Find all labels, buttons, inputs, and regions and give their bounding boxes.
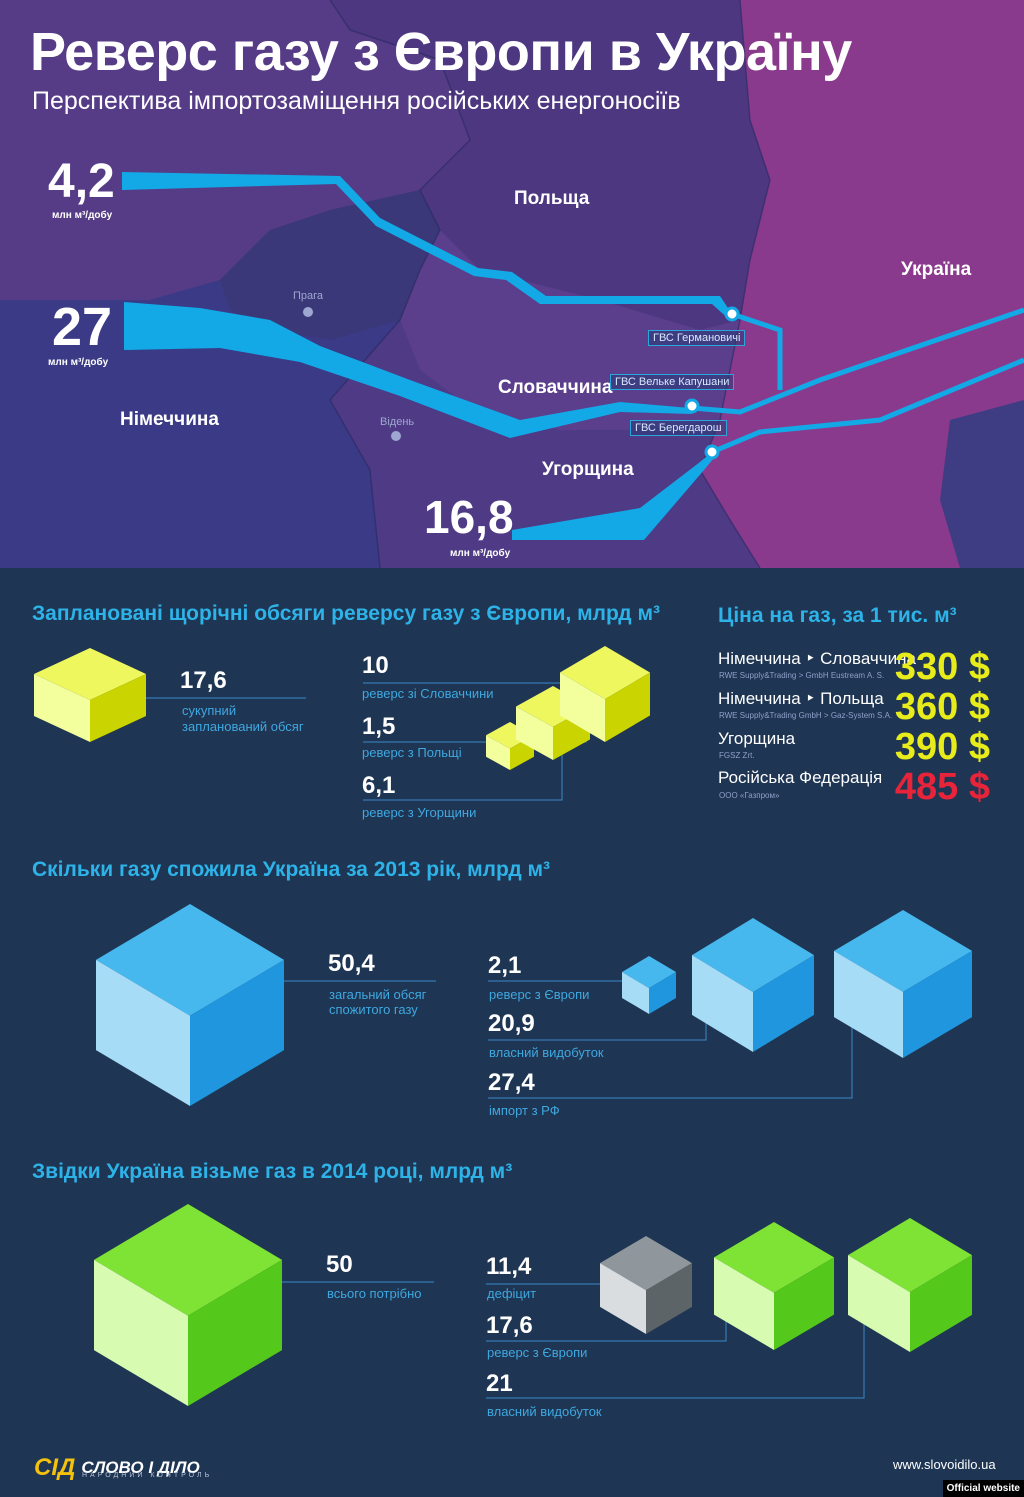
sources2014-deficit-value: 11,4 [486, 1253, 532, 1280]
map-graphic [0, 0, 1024, 568]
flow-unit-hungary: млн м³/добу [450, 548, 511, 559]
cube-consumed-domestic [692, 918, 814, 1052]
country-label-poland: Польща [514, 188, 590, 209]
consumed-domestic-value: 20,9 [488, 1010, 535, 1037]
price-row-4-value: 485 $ [894, 766, 990, 808]
hub-marker-velke-kapusany [684, 398, 700, 414]
consumed-russia-value: 27,4 [488, 1069, 535, 1096]
consumed-total-value: 50,4 [328, 950, 375, 977]
planned-hungary-caption: реверс з Угорщини [362, 805, 477, 820]
consumed-total-caption-2: спожитого газу [329, 1002, 418, 1017]
logo-mark: СІД [34, 1454, 76, 1481]
flow-value-poland: 4,2 [48, 155, 115, 208]
price-row-4-sub: ООО «Газпром» [719, 791, 780, 800]
cube-planned-slovakia [560, 646, 650, 742]
official-website-badge: Official website [942, 1480, 1024, 1497]
cube-consumed-russia [834, 910, 972, 1058]
price-section-title: Ціна на газ, за 1 тис. м³ [718, 604, 957, 627]
city-label-prague: Прага [293, 290, 324, 302]
cube-2014-total [94, 1204, 282, 1406]
price-row-1-value: 330 $ [894, 646, 990, 688]
hub-marker-hermanowice [724, 306, 740, 322]
price-row-2-value: 360 $ [894, 686, 990, 728]
planned-section-title: Заплановані щорічні обсяги реверсу газу … [32, 602, 661, 625]
consumed-domestic-caption: власний видобуток [489, 1045, 604, 1060]
country-label-slovakia: Словаччина [498, 377, 613, 398]
planned-hungary-value: 6,1 [362, 772, 396, 799]
city-label-vienna: Відень [380, 416, 415, 428]
sources2014-europe-value: 17,6 [486, 1312, 533, 1339]
page-subtitle: Перспектива імпортозаміщення російських … [32, 87, 681, 115]
cube-consumed-total [96, 904, 284, 1106]
flow-unit-poland: млн м³/добу [52, 210, 113, 221]
cube-consumed-europe [622, 956, 676, 1014]
sources2014-total-value: 50 [326, 1251, 353, 1278]
planned-total-caption-2: запланований обсяг [182, 719, 304, 734]
sources2014-domestic-value: 21 [486, 1370, 513, 1397]
planned-total-caption-1: сукупний [182, 703, 237, 718]
planned-total-value: 17,6 [180, 667, 227, 694]
cube-2014-deficit [600, 1236, 692, 1334]
logo-text: СЛОВО І ДІЛО [81, 1458, 200, 1477]
cube-2014-europe [714, 1222, 834, 1350]
cube-2014-domestic [848, 1218, 972, 1352]
hub-label-beregdaroc: ГВС Берегдарош [630, 420, 727, 436]
country-label-germany: Німеччина [120, 409, 219, 430]
price-row-4-name: Російська Федерація [718, 768, 883, 787]
planned-slovakia-caption: реверс зі Словаччини [362, 686, 494, 701]
sources2014-europe-caption: реверс з Європи [487, 1345, 588, 1360]
country-label-hungary: Угорщина [542, 459, 634, 480]
logo[interactable]: СІД СЛОВО І ДІЛО [34, 1454, 200, 1482]
hub-label-velke-kapusany: ГВС Вельке Капушани [610, 374, 735, 390]
price-row-3-sub: FGSZ Zrt. [719, 751, 755, 760]
sources2014-total-caption: всього потрібно [327, 1286, 422, 1301]
planned-poland-value: 1,5 [362, 713, 396, 740]
price-row-2-sub: RWE Supply&Trading GmbH > Gaz-System S.A… [719, 711, 893, 720]
logo-tagline: НАРОДНИЙ КОНТРОЛЬ [82, 1472, 213, 1479]
consumed-total-caption-1: загальний обсяг [329, 987, 427, 1002]
country-label-ukraine: Україна [901, 259, 972, 280]
city-marker-prague [303, 307, 313, 317]
hub-marker-beregdaroc [704, 444, 720, 460]
cube-planned-total [34, 648, 146, 742]
map-section: Реверс газу з Європи в Україну Перспекти… [0, 0, 1024, 568]
planned-poland-caption: реверс з Польщі [362, 745, 462, 760]
price-row-3-value: 390 $ [894, 726, 990, 768]
price-row-2-name: Німеччина ‣ Польща [718, 689, 884, 708]
site-link[interactable]: www.slovoidilo.ua [893, 1457, 996, 1472]
price-row-1-sub: RWE Supply&Trading > GmbH Eustream A. S. [719, 671, 885, 680]
price-row-1-name: Німеччина ‣ Словаччина [718, 649, 916, 668]
sources2014-deficit-caption: дефіцит [487, 1286, 537, 1301]
flow-value-hungary: 16,8 [424, 491, 514, 543]
flow-unit-slovakia: млн м³/добу [48, 357, 109, 368]
hub-label-hermanowice: ГВС Германовичі [648, 330, 746, 346]
consumed-russia-caption: імпорт з РФ [489, 1103, 560, 1118]
sources2014-domestic-caption: власний видобуток [487, 1404, 602, 1419]
page-title: Реверс газу з Європи в Україну [30, 22, 852, 82]
consumed-section-title: Скільки газу спожила Україна за 2013 рік… [32, 858, 551, 881]
planned-slovakia-value: 10 [362, 652, 389, 679]
consumed-europe-value: 2,1 [488, 952, 522, 979]
city-marker-vienna [391, 431, 401, 441]
consumed-europe-caption: реверс з Європи [489, 987, 590, 1002]
price-row-3-name: Угорщина [718, 729, 796, 748]
flow-value-slovakia: 27 [52, 297, 113, 357]
sources2014-section-title: Звідки Україна візьме газ в 2014 році, м… [32, 1160, 513, 1183]
